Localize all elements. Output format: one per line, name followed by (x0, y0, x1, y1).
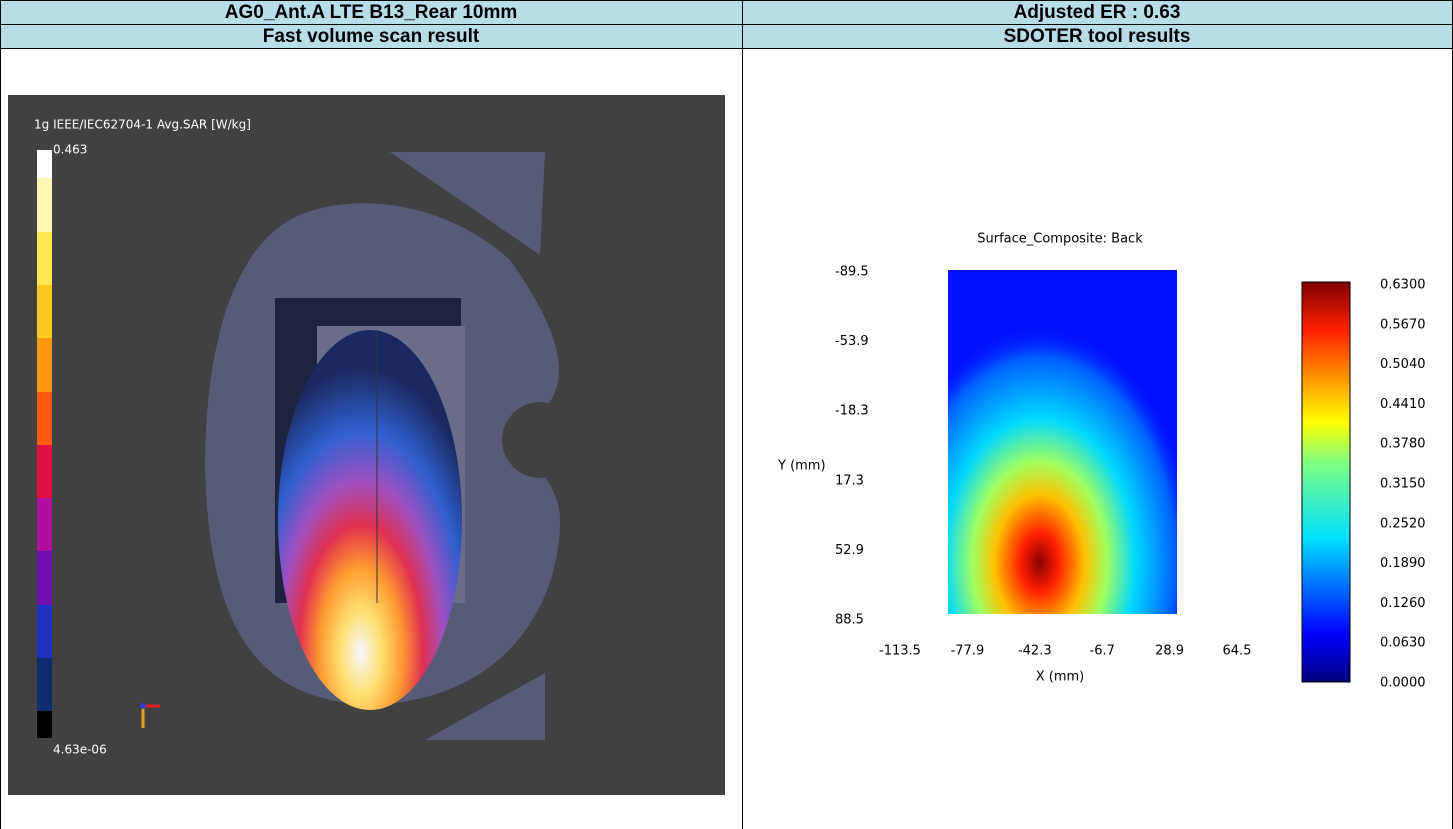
legend-segment (37, 232, 52, 285)
legend-segment (37, 498, 52, 551)
colorbar-tick-label: 0.5670 (1380, 317, 1426, 332)
y-axis-label: Y (mm) (777, 459, 826, 474)
x-tick-label: -6.7 (1090, 644, 1115, 659)
x-tick-label: -77.9 (951, 644, 985, 659)
legend-segment (37, 711, 52, 738)
axes-icon (140, 703, 160, 728)
x-axis-label: X (mm) (1036, 670, 1085, 685)
legend-segment (37, 605, 52, 658)
colorbar-tick-label: 0.2520 (1380, 516, 1426, 531)
legend-segment (37, 285, 52, 338)
cell: Fast volume scan result (263, 26, 480, 47)
y-tick-label: -53.9 (835, 334, 869, 349)
cell: AG0_Ant.A LTE B13_Rear 10mm (225, 2, 518, 23)
cell: Adjusted ER : 0.63 (1014, 2, 1181, 23)
y-tick-label: 52.9 (835, 543, 864, 558)
colorbar-tick-label: 0.0630 (1380, 636, 1426, 651)
colorbar-tick-label: 0.6300 (1380, 278, 1426, 293)
legend-bar (37, 150, 52, 738)
y-tick-label: -18.3 (835, 404, 869, 419)
cell: SDOTER tool results (1004, 26, 1191, 47)
colorbar-tick-label: 0.3150 (1380, 477, 1426, 492)
chart-title: Surface_Composite: Back (977, 232, 1143, 247)
legend-max: 0.463 (53, 143, 87, 157)
legend-segment (37, 178, 52, 232)
colorbar-tick-label: 0.1260 (1380, 596, 1426, 611)
colorbar-tick-label: 0.3780 (1380, 437, 1426, 452)
legend-segment (37, 658, 52, 711)
legend-segment (37, 392, 52, 445)
legend-segment (37, 150, 52, 178)
legend-segment (37, 551, 52, 605)
x-tick-label: 28.9 (1155, 644, 1184, 659)
x-tick-label: -113.5 (879, 644, 921, 659)
colorbar-tick-label: 0.4410 (1380, 397, 1426, 412)
colorbar (1301, 281, 1351, 683)
legend-segment (37, 338, 52, 392)
x-tick-label: -42.3 (1018, 644, 1052, 659)
colorbar-tick-label: 0.5040 (1380, 357, 1426, 372)
legend-segment (37, 445, 52, 498)
x-tick-label: 64.5 (1223, 644, 1252, 659)
colorbar-tick-label: 0.1890 (1380, 556, 1426, 571)
legend-title: 1g IEEE/IEC62704-1 Avg.SAR [W/kg] (34, 118, 251, 132)
scan-image (8, 95, 725, 795)
y-tick-label: 88.5 (835, 613, 864, 628)
heatmap-hotspot (948, 270, 1177, 614)
legend-min: 4.63e-06 (53, 743, 107, 757)
y-tick-label: -89.5 (835, 265, 869, 280)
y-tick-label: 17.3 (835, 473, 864, 488)
colorbar-tick-label: 0.0000 (1380, 676, 1426, 691)
